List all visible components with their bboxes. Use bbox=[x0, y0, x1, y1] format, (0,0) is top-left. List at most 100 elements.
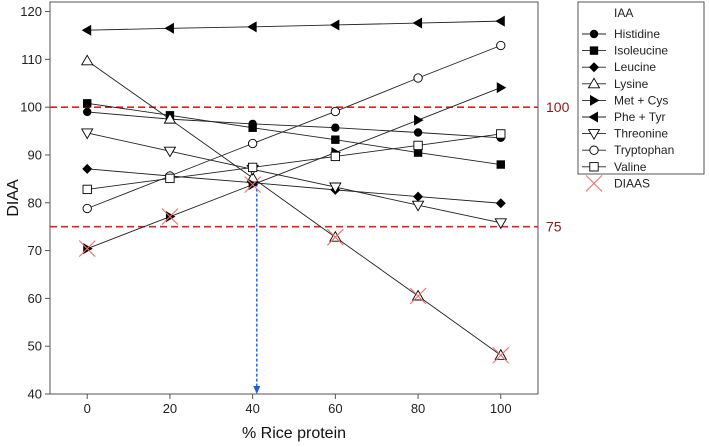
y-tick-label-40: 40 bbox=[28, 387, 42, 402]
point-valine-40 bbox=[247, 162, 258, 173]
point-threonine-0 bbox=[80, 128, 94, 140]
point-leucine-80 bbox=[413, 191, 424, 202]
x-axis-title: % Rice protein bbox=[242, 425, 346, 442]
y-tick-label-100: 100 bbox=[20, 100, 42, 115]
point-valine-60 bbox=[330, 151, 341, 162]
legend-marker-tryptophan bbox=[589, 145, 599, 155]
point-diaas-100 bbox=[492, 346, 510, 364]
point-phe-tyr-80 bbox=[412, 17, 423, 29]
point-valine-20 bbox=[165, 173, 175, 184]
legend: IAA Histidine Isoleucine Leucine Lysine Met … bbox=[577, 1, 705, 192]
reference-lines: 100 75 bbox=[50, 99, 570, 235]
y-axis-title: DIAA bbox=[5, 179, 22, 217]
point-threonine-60 bbox=[329, 182, 342, 194]
legend-marker-diaas bbox=[585, 175, 603, 192]
point-isoleucine-0 bbox=[83, 99, 92, 108]
x-tick-label-100: 100 bbox=[490, 401, 512, 416]
point-tryptophan-40 bbox=[247, 138, 258, 149]
series-line-lysine bbox=[86, 60, 502, 356]
point-tryptophan-100 bbox=[496, 40, 506, 51]
series-lines bbox=[86, 20, 502, 356]
point-threonine-80 bbox=[411, 200, 425, 212]
y-tick-label-90: 90 bbox=[28, 147, 42, 162]
legend-label-valine: Valine bbox=[614, 160, 647, 174]
series-line-threonine bbox=[87, 132, 501, 224]
reference-label-75: 75 bbox=[546, 219, 562, 235]
point-histidine-80 bbox=[413, 128, 423, 137]
legend-marker-lysine bbox=[587, 77, 601, 89]
point-met-cys-100 bbox=[496, 82, 507, 94]
point-threonine-100 bbox=[494, 218, 508, 230]
series-line-leucine bbox=[87, 168, 501, 204]
annotation-arrow bbox=[253, 183, 261, 394]
legend-label-met-cys: Met + Cys bbox=[614, 93, 668, 107]
legend-marker-valine bbox=[589, 162, 599, 172]
y-tick-label-50: 50 bbox=[28, 339, 42, 354]
legend-label-histidine: Histidine bbox=[614, 27, 660, 41]
legend-marker-phe-tyr bbox=[588, 111, 598, 123]
point-threonine-20 bbox=[163, 146, 177, 158]
legend-marker-met-cys bbox=[590, 94, 600, 106]
point-phe-tyr-0 bbox=[81, 24, 92, 36]
point-leucine-100 bbox=[495, 198, 506, 209]
x-tick-label-20: 20 bbox=[163, 401, 177, 416]
point-phe-tyr-40 bbox=[247, 21, 257, 33]
legend-label-isoleucine: Isoleucine bbox=[614, 44, 668, 58]
x-tick-label-0: 0 bbox=[84, 401, 91, 416]
series-line-met-cys bbox=[87, 87, 501, 250]
point-diaas-20 bbox=[161, 208, 179, 226]
plot-frame bbox=[49, 1, 539, 395]
y-tick-label-80: 80 bbox=[28, 195, 42, 210]
axes: 0 20 40 60 80 100 40 50 60 70 80 90 100 110 120 bbox=[20, 4, 511, 416]
legend-marker-histidine bbox=[589, 29, 599, 39]
legend-label-leucine: Leucine bbox=[614, 60, 656, 74]
series-line-isoleucine bbox=[87, 102, 501, 165]
point-phe-tyr-100 bbox=[495, 15, 505, 27]
point-lysine-0 bbox=[80, 54, 94, 66]
x-tick-label-80: 80 bbox=[411, 401, 425, 416]
point-phe-tyr-20 bbox=[164, 22, 174, 34]
point-lysine-20 bbox=[163, 112, 177, 124]
point-diaas-0 bbox=[78, 240, 96, 258]
series-markers bbox=[78, 15, 510, 364]
legend-marker-threonine bbox=[587, 129, 601, 140]
point-tryptophan-0 bbox=[82, 203, 92, 214]
reference-label-100: 100 bbox=[546, 99, 570, 115]
y-tick-label-60: 60 bbox=[28, 291, 42, 306]
point-valine-80 bbox=[413, 140, 423, 151]
point-phe-tyr-60 bbox=[329, 19, 340, 31]
legend-marker-leucine bbox=[589, 62, 599, 73]
point-isoleucine-100 bbox=[496, 160, 505, 169]
arrow-head bbox=[253, 386, 261, 394]
series-line-histidine bbox=[87, 111, 501, 139]
legend-marker-isoleucine bbox=[589, 46, 599, 55]
point-tryptophan-80 bbox=[413, 73, 423, 83]
y-tick-label-110: 110 bbox=[21, 52, 42, 67]
y-tick-label-70: 70 bbox=[28, 243, 42, 258]
point-isoleucine-60 bbox=[331, 135, 340, 144]
y-tick-label-120: 120 bbox=[20, 4, 42, 19]
legend-label-phe-tyr: Phe + Tyr bbox=[614, 110, 665, 124]
legend-label-lysine: Lysine bbox=[614, 77, 649, 91]
point-valine-100 bbox=[496, 129, 506, 139]
series-line-valine bbox=[87, 133, 501, 190]
series-line-tryptophan bbox=[87, 45, 501, 209]
x-tick-label-60: 60 bbox=[328, 401, 342, 416]
point-histidine-60 bbox=[331, 123, 340, 132]
point-histidine-0 bbox=[83, 107, 92, 117]
legend-label-threonine: Threonine bbox=[614, 127, 668, 141]
point-tryptophan-60 bbox=[330, 106, 341, 117]
point-isoleucine-80 bbox=[413, 148, 423, 157]
point-met-cys-80 bbox=[414, 114, 424, 126]
point-leucine-0 bbox=[82, 163, 93, 174]
legend-label-diaas: DIAAS bbox=[614, 176, 650, 190]
point-diaas-40 bbox=[244, 176, 262, 194]
series-line-phe-tyr bbox=[87, 20, 501, 31]
legend-label-tryptophan: Tryptophan bbox=[614, 143, 674, 157]
point-valine-0 bbox=[82, 184, 92, 195]
point-isoleucine-40 bbox=[248, 123, 257, 132]
x-tick-label-40: 40 bbox=[245, 401, 259, 416]
legend-title: IAA bbox=[614, 6, 633, 20]
point-diaas-80 bbox=[409, 287, 427, 305]
